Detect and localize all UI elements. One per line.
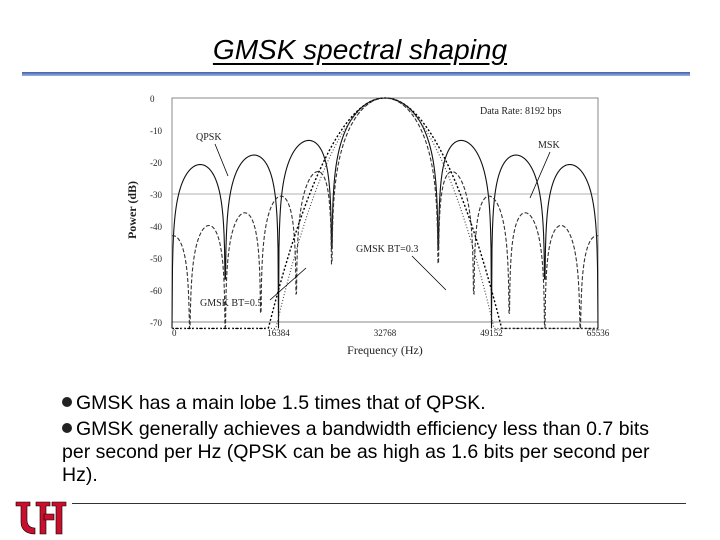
bullet-text: GMSK has a main lobe 1.5 times that of Q…: [76, 392, 486, 414]
bullet-text: GMSK generally achieves a bandwidth effi…: [62, 418, 650, 486]
footer-rule: [72, 503, 686, 504]
series-line-msk: [171, 97, 599, 329]
title-rule: [22, 72, 690, 76]
y-tick-label: -60: [150, 286, 162, 296]
x-tick-label: 49152: [480, 328, 503, 338]
y-tick-label: -70: [150, 318, 162, 328]
uh-logo-icon: [15, 501, 67, 535]
bullet-item: GMSK generally achieves a bandwidth effi…: [62, 418, 682, 487]
bullet-dot-icon: [62, 423, 72, 433]
y-tick-label: -40: [150, 222, 162, 232]
series-line-gmsk-bt-0-5: [172, 97, 598, 329]
annotation-gmsk-03: GMSK BT=0.3: [356, 244, 418, 255]
y-axis-label: Power (dB): [125, 181, 139, 239]
y-tick-label: 0: [150, 94, 155, 104]
annotation-msk: MSK: [538, 140, 560, 151]
y-tick-label: -10: [150, 126, 162, 136]
annotation-arrow: [269, 267, 307, 301]
annotation-gmsk-05: GMSK BT=0.5: [200, 298, 262, 309]
bullet-dot-icon: [62, 397, 72, 407]
bullet-list: GMSK has a main lobe 1.5 times that of Q…: [62, 392, 682, 490]
slide-title: GMSK spectral shaping: [212, 34, 508, 65]
annotation-qpsk: QPSK: [196, 132, 222, 143]
x-tick-label: 16384: [267, 328, 290, 338]
x-axis-label: Frequency (Hz): [347, 343, 423, 357]
y-tick-label: -50: [150, 254, 162, 264]
spectrum-chart: 0 -10 -20 -30 -40 -50 -60 -70 0 16384 32768 49152 65…: [120, 88, 620, 368]
annotation-arrow: [214, 143, 229, 177]
plot-frame: [171, 97, 599, 323]
annotation-data-rate: Data Rate: 8192 bps: [480, 106, 561, 117]
y-tick-label: -20: [150, 158, 162, 168]
bullet-item: GMSK has a main lobe 1.5 times that of Q…: [62, 392, 682, 415]
series-line-gmsk-bt-0-3: [172, 97, 598, 330]
x-tick-label: 0: [172, 328, 177, 338]
spectrum-chart-svg: 0 -10 -20 -30 -40 -50 -60 -70 0 16384 32768 49152 65…: [125, 94, 610, 357]
annotation-arrow: [411, 255, 447, 291]
annotation-arrow: [529, 151, 551, 199]
x-tick-label: 32768: [374, 328, 397, 338]
y-tick-label: -30: [150, 190, 162, 200]
x-tick-label: 65536: [587, 328, 610, 338]
series-line-qpsk: [171, 97, 599, 329]
